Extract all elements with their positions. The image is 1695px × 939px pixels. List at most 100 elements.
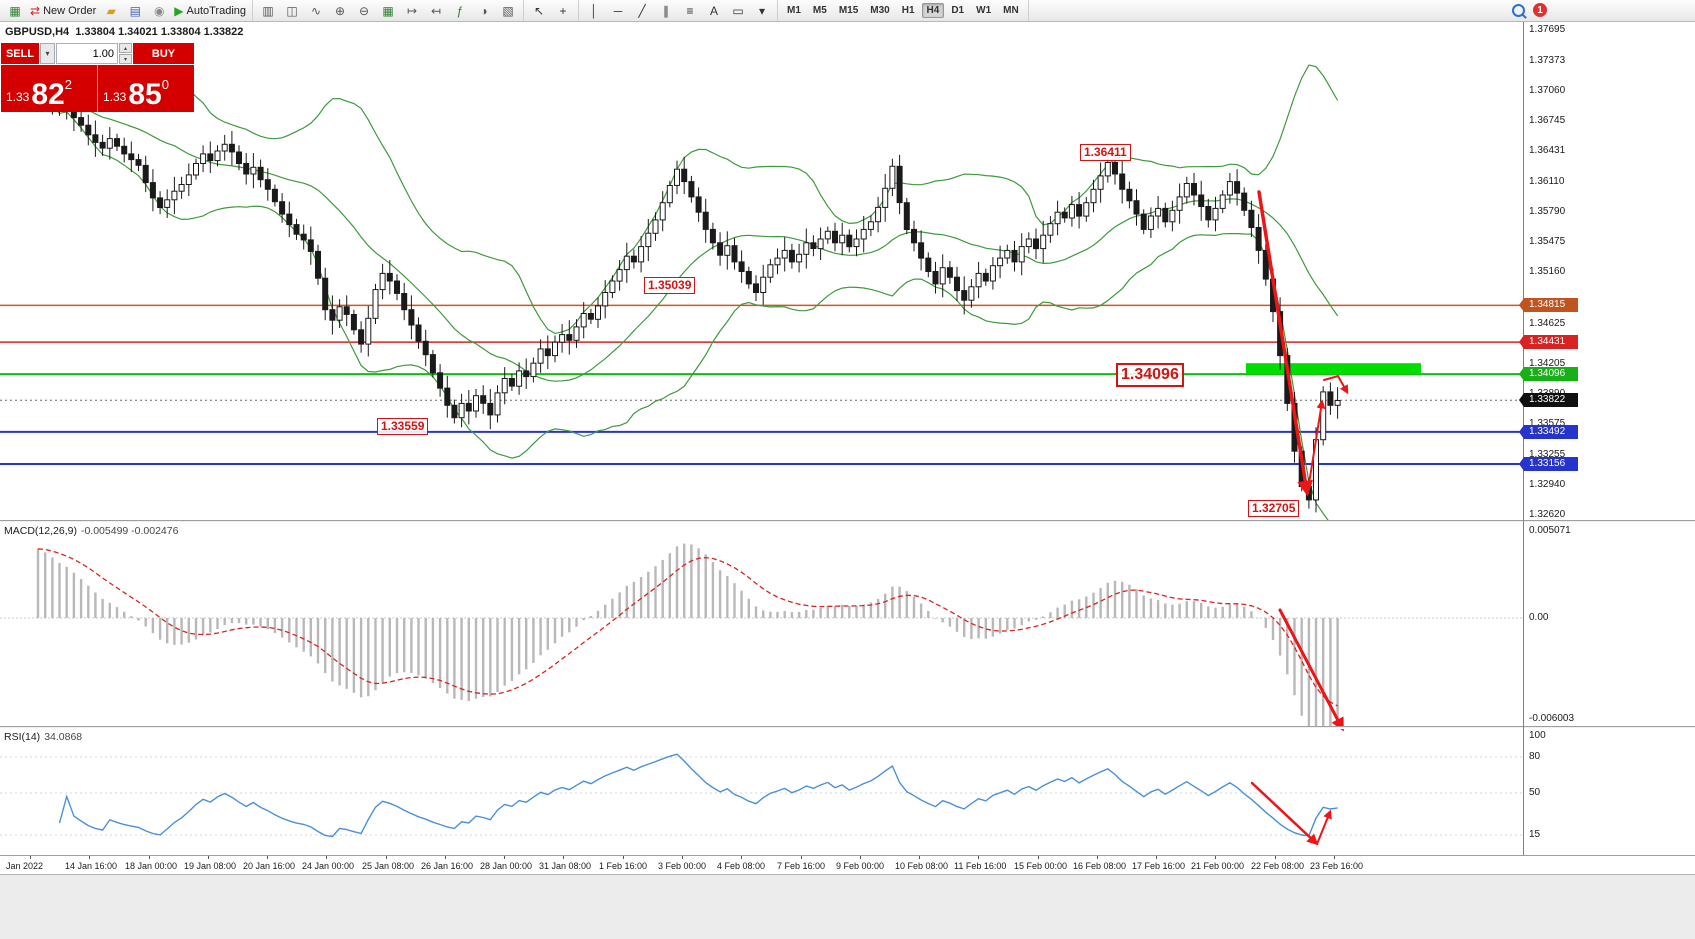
new-chart-button-icon: ▦ <box>9 3 21 18</box>
buy-price-display[interactable]: 1.33 85 0 <box>97 65 194 112</box>
volume-input[interactable]: 1.00 <box>56 43 118 64</box>
time-tick <box>1215 856 1216 859</box>
about-button-icon: ◉ <box>154 3 165 18</box>
price-axis-label: 1.32620 <box>1529 509 1566 520</box>
time-tick <box>386 856 387 859</box>
sell-button[interactable]: SELL <box>1 43 39 64</box>
time-axis-label: 26 Jan 16:00 <box>421 861 474 871</box>
panel-splitter-main-macd[interactable] <box>0 520 1695 523</box>
channel-button[interactable]: ∥ <box>655 2 677 20</box>
sell-price-display[interactable]: 1.33 82 2 <box>1 65 97 112</box>
time-tick <box>326 856 327 859</box>
about-button[interactable]: ◉ <box>148 2 170 20</box>
buy-button[interactable]: BUY <box>133 43 194 64</box>
buy-price-sup: 0 <box>161 77 169 92</box>
indicators-button[interactable]: ƒ <box>449 2 471 20</box>
rsi-plot <box>0 753 1523 838</box>
time-axis-label: 1 Feb 16:00 <box>599 861 648 871</box>
zoom-out-button-icon: ⊖ <box>358 3 370 18</box>
main-drop-arrow[interactable] <box>1257 190 1314 497</box>
price-marker: 1.33492 <box>1519 425 1578 439</box>
vertical-line-button[interactable]: │ <box>583 2 605 20</box>
arrows-button-icon: ▾ <box>759 3 766 18</box>
timeframe-m5[interactable]: M5 <box>812 5 827 16</box>
search-icon[interactable] <box>1512 3 1525 17</box>
new-chart-button[interactable]: ▦ <box>4 2 26 20</box>
rsi-drop-arrow[interactable] <box>1250 781 1319 846</box>
time-axis-label: 15 Feb 00:00 <box>1014 861 1068 871</box>
hook-arrow[interactable] <box>1323 374 1349 395</box>
volume-down-button[interactable]: ▾ <box>119 54 132 64</box>
print-button-icon: ▤ <box>129 3 141 18</box>
tile-windows-button[interactable]: ▦ <box>377 2 399 20</box>
trendline-button[interactable]: ╱ <box>631 2 653 20</box>
text-button[interactable]: A <box>703 2 725 20</box>
price-axis-label: 1.32940 <box>1529 479 1566 490</box>
timeframe-mn[interactable]: MN <box>1003 5 1019 16</box>
auto-scroll-button[interactable]: ↦ <box>401 2 423 20</box>
text-label-button[interactable]: ▭ <box>727 2 749 20</box>
price-callout[interactable]: 1.36411 <box>1080 144 1131 161</box>
price-callout[interactable]: 1.34096 <box>1116 363 1184 387</box>
sell-dropdown-icon[interactable]: ▾ <box>40 43 55 64</box>
timeframe-m30[interactable]: M30 <box>870 5 890 16</box>
toolbar-group: ↖ + <box>524 0 580 21</box>
time-tick <box>208 856 209 859</box>
panel-splitter-macd-rsi[interactable] <box>0 726 1695 729</box>
periods-button[interactable]: ◑ <box>473 2 495 20</box>
notification-badge[interactable]: 1 <box>1533 3 1547 17</box>
autotrading-button[interactable]: ▶ AutoTrading <box>172 2 248 20</box>
macd-indicator-label: MACD(12,26,9) -0.005499 -0.002476 <box>4 525 178 537</box>
trendline-button-icon: ╱ <box>638 3 646 18</box>
timeframe-m1[interactable]: M1 <box>787 5 801 16</box>
rsi-bounce-arrow[interactable] <box>1316 809 1332 845</box>
price-callout[interactable]: 1.32705 <box>1248 500 1300 517</box>
time-axis-label: 31 Jan 08:00 <box>539 861 592 871</box>
price-callout[interactable]: 1.33559 <box>377 418 429 435</box>
fibonacci-button-icon: ≡ <box>686 3 694 18</box>
rsi-scale-label: 80 <box>1529 751 1541 762</box>
price-axis[interactable]: 1.37695 1.37373 1.37060 1.36745 1.36431 1.361… <box>1519 0 1695 874</box>
main-plot <box>0 64 1523 520</box>
bounce-arrow[interactable] <box>1307 399 1326 491</box>
timeframe-m15[interactable]: M15 <box>838 5 859 16</box>
symbol-ohlc-header: GBPUSD,H4 1.33804 1.34021 1.33804 1.33822 <box>5 26 243 38</box>
price-marker: 1.33156 <box>1519 457 1578 471</box>
templates-button[interactable]: ▧ <box>497 2 519 20</box>
timeframe-d1[interactable]: D1 <box>951 5 965 16</box>
crosshair-button[interactable]: + <box>552 2 574 20</box>
expert-advisors-button[interactable]: ▰ <box>100 2 122 20</box>
rsi-name: RSI(14) <box>4 731 41 743</box>
macd-arrow[interactable] <box>1278 608 1344 732</box>
fibonacci-button[interactable]: ≡ <box>679 2 701 20</box>
sell-price-big: 82 <box>31 77 65 111</box>
price-axis-label: 1.36745 <box>1529 115 1566 126</box>
price-axis-label: 1.35160 <box>1529 266 1566 277</box>
zoom-out-button[interactable]: ⊖ <box>353 2 375 20</box>
time-tick <box>978 856 979 859</box>
timeframe-w1[interactable]: W1 <box>976 5 992 16</box>
macd-plot <box>0 543 1523 726</box>
time-axis[interactable]: Jan 2022 14 Jan 16:00 18 Jan 00:00 19 Jan 0… <box>0 856 1523 874</box>
zoom-in-button[interactable]: ⊕ <box>329 2 351 20</box>
volume-up-button[interactable]: ▴ <box>119 43 132 53</box>
arrows-button[interactable]: ▾ <box>751 2 773 20</box>
green-zone-rectangle[interactable] <box>1246 363 1421 375</box>
chart-shift-button[interactable]: ↤ <box>425 2 447 20</box>
sell-price-sup: 2 <box>64 77 72 92</box>
line-chart-button[interactable]: ∿ <box>305 2 327 20</box>
timeframe-h1[interactable]: H1 <box>901 5 915 16</box>
horizontal-line-button[interactable]: ─ <box>607 2 629 20</box>
new-order-button[interactable]: ⇄ New Order <box>28 2 98 20</box>
cursor-button[interactable]: ↖ <box>528 2 550 20</box>
timeframe-h4[interactable]: H4 <box>921 3 945 18</box>
print-button[interactable]: ▤ <box>124 2 146 20</box>
sell-price-small: 1.33 <box>6 90 30 104</box>
price-callout[interactable]: 1.35039 <box>644 277 696 294</box>
rsi-scale-label: 100 <box>1529 730 1546 741</box>
price-axis-label: 1.33575 <box>1529 418 1566 429</box>
time-tick <box>30 856 31 859</box>
candlestick-chart-button[interactable]: ◫ <box>281 2 303 20</box>
bar-chart-button[interactable]: ▥ <box>257 2 279 20</box>
